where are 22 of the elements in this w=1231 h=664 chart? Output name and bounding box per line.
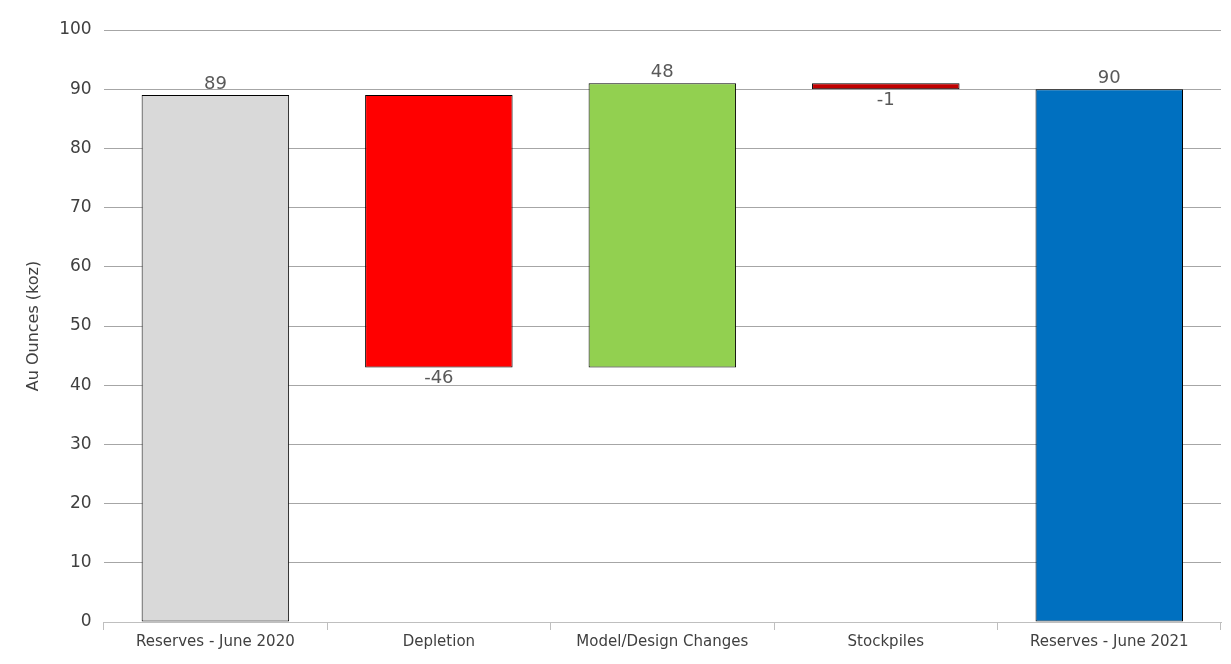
data-label: 89 (203, 71, 227, 93)
data-label: 48 (650, 59, 674, 81)
y-tick-label: 50 (70, 314, 92, 335)
y-tick-label: 60 (70, 255, 92, 276)
y-tick-label: 20 (70, 492, 92, 513)
y-tick-label: 80 (70, 136, 92, 157)
y-tick-label: 30 (70, 432, 92, 453)
y-tick-label: 0 (80, 610, 92, 631)
y-axis-title: Au Ounces (koz) (22, 260, 42, 392)
y-tick-label: 100 (59, 18, 92, 39)
data-label: 90 (1097, 65, 1121, 87)
x-tick-label: Depletion (402, 631, 476, 650)
x-tick-label: Model/Design Changes (576, 631, 749, 650)
x-tick-label: Reserves - June 2020 (136, 631, 295, 650)
y-tick-label: 40 (70, 373, 92, 394)
y-tick-label: 70 (70, 196, 92, 217)
data-label: -1 (876, 87, 895, 109)
y-tick-label: 10 (70, 551, 92, 572)
x-tick-label: Stockpiles (847, 631, 925, 650)
x-tick-label: Reserves - June 2021 (1029, 631, 1189, 650)
data-label: -46 (424, 366, 454, 388)
y-tick-label: 90 (70, 77, 92, 98)
